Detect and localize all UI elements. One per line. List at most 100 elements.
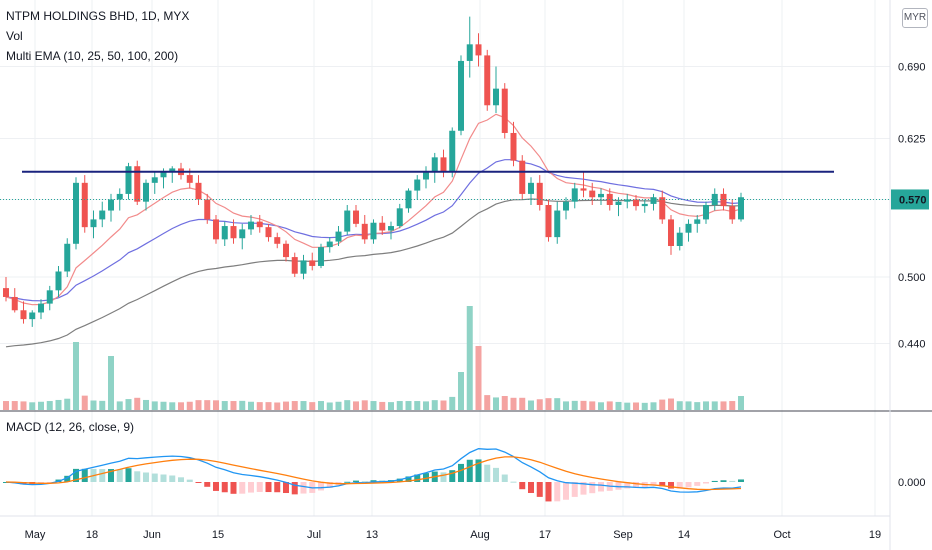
candle-body [90, 219, 97, 228]
volume-bar [29, 402, 36, 410]
macd-histogram-bar [738, 479, 744, 482]
candle-body [589, 190, 596, 198]
candle-body [274, 237, 281, 244]
macd-histogram-bar [668, 482, 674, 489]
macd-histogram-bar [676, 482, 683, 489]
ema10-line [5, 113, 742, 306]
candle-body [641, 203, 648, 207]
time-tick-label: May [25, 529, 46, 541]
price-tick-label: 0.500 [898, 272, 926, 284]
volume-bar [116, 401, 123, 410]
volume-bar [230, 401, 237, 410]
volume-bar [431, 400, 438, 410]
candle-body [598, 193, 604, 198]
macd-histogram-bar [536, 482, 543, 497]
macd-legend[interactable]: MACD (12, 26, close, 9) [6, 420, 135, 434]
candle-body [239, 229, 246, 239]
macd-histogram-bar [256, 482, 263, 492]
volume-bar [501, 396, 508, 410]
volume-bar [370, 401, 377, 410]
candle-body [659, 197, 666, 220]
volume-bar [353, 401, 359, 410]
candle-body [169, 168, 176, 172]
candle-body [256, 221, 263, 228]
candle-body [388, 226, 394, 231]
macd-histogram-bar [248, 482, 254, 493]
macd-histogram-bar [650, 482, 657, 486]
macd-histogram-bar [116, 469, 123, 482]
time-tick-label: 18 [86, 529, 98, 541]
volume-bar [536, 399, 543, 410]
macd-histogram-bar [239, 482, 246, 494]
candle-body [73, 182, 79, 244]
candle-body [440, 157, 447, 172]
candle-body [571, 188, 578, 202]
candle-body [580, 188, 587, 191]
volume-bar [221, 401, 228, 410]
volume-bar [20, 401, 27, 410]
volume-bar [580, 400, 587, 410]
volume-bar [414, 401, 421, 410]
candle-body [283, 243, 289, 258]
macd-histogram-bar [615, 482, 622, 490]
candle-body [116, 193, 123, 200]
macd-histogram-bar [344, 481, 351, 483]
volume-bar [195, 400, 202, 410]
macd-histogram-bar [143, 472, 149, 482]
volume-bar [659, 399, 666, 410]
volume-bar [81, 395, 88, 410]
time-tick-label: Sep [613, 529, 633, 541]
ema-legend[interactable]: Multi EMA (10, 25, 50, 100, 200) [6, 49, 179, 63]
macd-histogram-bar [46, 482, 53, 483]
candle-body [38, 303, 44, 313]
volume-bar [125, 399, 132, 410]
candle-body [230, 226, 237, 239]
candle-body [703, 205, 709, 220]
macd-histogram-bar [510, 481, 517, 483]
volume-bar [589, 401, 596, 410]
time-tick-label: 19 [869, 529, 881, 541]
volume-bar [405, 401, 412, 410]
candle-body [431, 157, 438, 172]
volume-bar [178, 402, 184, 410]
macd-histogram-bar [195, 482, 202, 483]
volume-bar [239, 400, 246, 410]
volume-bar [283, 401, 289, 410]
volume-bar [641, 402, 648, 410]
macd-histogram-bar [528, 482, 534, 493]
macd-histogram-bar [353, 480, 359, 482]
volume-bar [598, 402, 604, 410]
candle-body [204, 199, 211, 220]
macd-histogram-bar [729, 480, 736, 482]
candle-body [55, 271, 62, 291]
time-tick-label: 15 [212, 529, 224, 541]
volume-legend[interactable]: Vol [6, 29, 23, 43]
currency-badge[interactable]: MYR [902, 8, 928, 28]
macd-histogram-bar [300, 482, 307, 494]
candle-body [318, 247, 324, 266]
macd-histogram-bar [73, 468, 79, 482]
time-tick-label: Oct [773, 529, 790, 541]
macd-histogram-bar [274, 482, 281, 493]
volume-bar [318, 401, 324, 410]
candle-body [379, 222, 386, 231]
macd-histogram-bar [169, 475, 176, 482]
macd-histogram-bar [624, 482, 631, 489]
volume-bar [388, 402, 394, 410]
time-tick-label: 13 [366, 529, 378, 541]
volume-bar [458, 372, 464, 410]
volume-bar [99, 400, 106, 410]
symbol-title: NTPM HOLDINGS BHD, 1D, MYX [6, 9, 190, 23]
volume-bar [650, 402, 657, 410]
price-tick-label: 0.440 [898, 339, 926, 351]
volume-bar [711, 401, 718, 410]
price-tick-label: 0.625 [898, 134, 926, 146]
candle-body [554, 210, 561, 238]
candle-body [361, 223, 368, 240]
signal-line [5, 456, 742, 491]
macd-histogram-bar [423, 473, 429, 482]
volume-bar [475, 346, 482, 410]
macd-histogram-bar [108, 469, 114, 482]
volume-bar [256, 402, 263, 410]
